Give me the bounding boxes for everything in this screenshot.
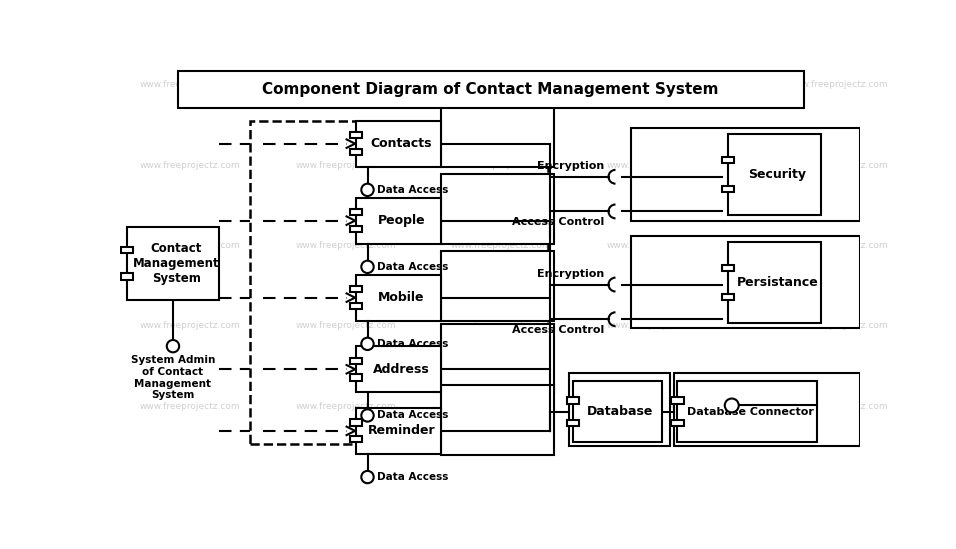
FancyBboxPatch shape	[350, 286, 362, 293]
FancyBboxPatch shape	[350, 209, 362, 215]
FancyBboxPatch shape	[567, 419, 579, 426]
Text: www.freeprojectz.com: www.freeprojectz.com	[450, 241, 552, 250]
Text: Encryption: Encryption	[537, 161, 604, 171]
Circle shape	[361, 338, 374, 350]
FancyBboxPatch shape	[350, 303, 362, 309]
FancyBboxPatch shape	[350, 149, 362, 155]
Circle shape	[361, 410, 374, 422]
FancyBboxPatch shape	[441, 175, 554, 244]
FancyBboxPatch shape	[121, 273, 134, 279]
FancyBboxPatch shape	[121, 247, 134, 253]
Text: www.freeprojectz.com: www.freeprojectz.com	[788, 161, 888, 170]
FancyBboxPatch shape	[573, 381, 662, 442]
Text: www.freeprojectz.com: www.freeprojectz.com	[140, 80, 240, 89]
FancyBboxPatch shape	[356, 346, 441, 393]
FancyBboxPatch shape	[356, 408, 441, 454]
Text: Reminder: Reminder	[368, 424, 435, 438]
Text: www.freeprojectz.com: www.freeprojectz.com	[450, 161, 552, 170]
Text: Persistance: Persistance	[737, 276, 818, 289]
FancyBboxPatch shape	[728, 135, 821, 215]
Text: Data Access: Data Access	[377, 411, 448, 421]
FancyBboxPatch shape	[674, 373, 859, 446]
FancyBboxPatch shape	[631, 128, 859, 221]
Text: www.freeprojectz.com: www.freeprojectz.com	[450, 321, 552, 330]
Text: Data Access: Data Access	[377, 339, 448, 349]
Text: www.freeprojectz.com: www.freeprojectz.com	[788, 321, 888, 330]
Text: Security: Security	[749, 169, 807, 181]
Text: www.freeprojectz.com: www.freeprojectz.com	[140, 161, 240, 170]
Polygon shape	[347, 139, 355, 148]
Text: www.freeprojectz.com: www.freeprojectz.com	[140, 321, 240, 330]
FancyBboxPatch shape	[178, 71, 804, 108]
FancyBboxPatch shape	[350, 436, 362, 442]
Text: www.freeprojectz.com: www.freeprojectz.com	[788, 402, 888, 411]
FancyBboxPatch shape	[441, 251, 554, 321]
Text: Component Diagram of Contact Management System: Component Diagram of Contact Management …	[263, 82, 719, 97]
Text: www.freeprojectz.com: www.freeprojectz.com	[450, 80, 552, 89]
Text: Access Control: Access Control	[512, 217, 604, 227]
Text: www.freeprojectz.com: www.freeprojectz.com	[606, 321, 707, 330]
FancyBboxPatch shape	[350, 419, 362, 425]
Text: www.freeprojectz.com: www.freeprojectz.com	[788, 241, 888, 250]
Text: www.freeprojectz.com: www.freeprojectz.com	[450, 402, 552, 411]
Text: www.freeprojectz.com: www.freeprojectz.com	[295, 161, 396, 170]
Circle shape	[361, 261, 374, 273]
FancyBboxPatch shape	[350, 226, 362, 232]
Text: www.freeprojectz.com: www.freeprojectz.com	[295, 321, 396, 330]
FancyBboxPatch shape	[441, 324, 554, 393]
FancyBboxPatch shape	[441, 98, 554, 167]
Text: System Admin
of Contact
Management
System: System Admin of Contact Management Syste…	[131, 355, 215, 400]
Polygon shape	[347, 293, 355, 302]
FancyBboxPatch shape	[127, 227, 219, 300]
Circle shape	[361, 471, 374, 483]
Text: Address: Address	[373, 363, 430, 376]
Text: Mobile: Mobile	[379, 291, 424, 304]
Polygon shape	[347, 427, 355, 435]
Text: www.freeprojectz.com: www.freeprojectz.com	[295, 80, 396, 89]
FancyBboxPatch shape	[441, 385, 554, 455]
FancyBboxPatch shape	[678, 381, 817, 442]
FancyBboxPatch shape	[356, 198, 441, 244]
FancyBboxPatch shape	[356, 121, 441, 167]
Text: Access Control: Access Control	[512, 325, 604, 335]
FancyBboxPatch shape	[356, 274, 441, 321]
FancyBboxPatch shape	[350, 358, 362, 364]
Polygon shape	[347, 216, 355, 225]
FancyBboxPatch shape	[569, 373, 670, 446]
Text: Data Access: Data Access	[377, 185, 448, 195]
Text: www.freeprojectz.com: www.freeprojectz.com	[140, 241, 240, 250]
Text: www.freeprojectz.com: www.freeprojectz.com	[295, 402, 396, 411]
FancyBboxPatch shape	[631, 236, 859, 328]
Text: www.freeprojectz.com: www.freeprojectz.com	[606, 402, 707, 411]
FancyBboxPatch shape	[722, 294, 734, 300]
FancyBboxPatch shape	[722, 265, 734, 271]
Text: Data Access: Data Access	[377, 472, 448, 482]
Text: www.freeprojectz.com: www.freeprojectz.com	[606, 80, 707, 89]
Text: People: People	[378, 214, 425, 227]
Text: www.freeprojectz.com: www.freeprojectz.com	[606, 241, 707, 250]
FancyBboxPatch shape	[671, 419, 684, 426]
FancyBboxPatch shape	[567, 397, 579, 404]
Text: Contact
Management
System: Contact Management System	[133, 242, 219, 285]
Circle shape	[361, 184, 374, 196]
Text: www.freeprojectz.com: www.freeprojectz.com	[295, 241, 396, 250]
Text: Database Connector: Database Connector	[687, 407, 814, 417]
FancyBboxPatch shape	[671, 397, 684, 404]
FancyBboxPatch shape	[350, 132, 362, 138]
Text: www.freeprojectz.com: www.freeprojectz.com	[606, 161, 707, 170]
Circle shape	[725, 399, 739, 412]
Text: Data Access: Data Access	[377, 262, 448, 272]
Text: Contacts: Contacts	[371, 137, 432, 150]
FancyBboxPatch shape	[722, 186, 734, 193]
FancyBboxPatch shape	[350, 374, 362, 380]
Text: www.freeprojectz.com: www.freeprojectz.com	[140, 402, 240, 411]
Text: Encryption: Encryption	[537, 269, 604, 279]
FancyBboxPatch shape	[722, 157, 734, 164]
Text: www.freeprojectz.com: www.freeprojectz.com	[788, 80, 888, 89]
Circle shape	[166, 340, 179, 352]
Text: Database: Database	[587, 405, 654, 418]
FancyBboxPatch shape	[728, 242, 821, 323]
Polygon shape	[347, 365, 355, 373]
